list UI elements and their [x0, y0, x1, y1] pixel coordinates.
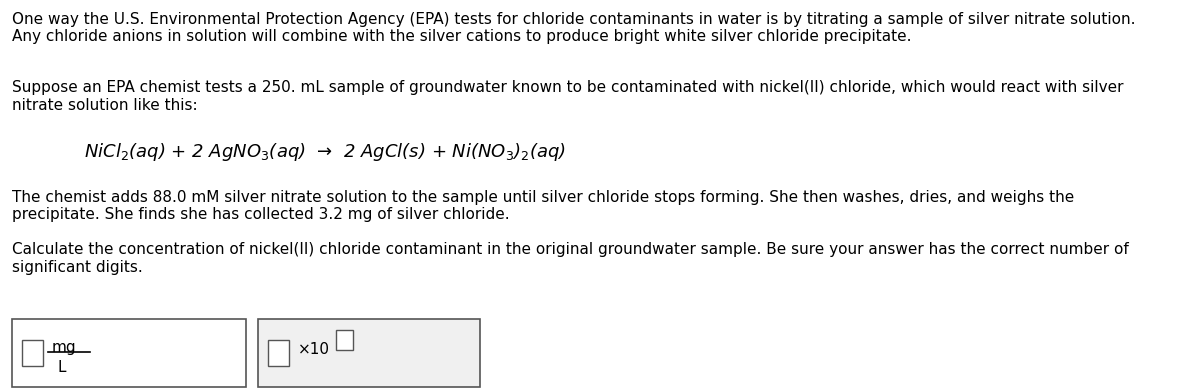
Text: L: L	[58, 360, 66, 375]
Text: NiCl$_2$(aq) + 2 AgNO$_3$(aq)  →  2 AgCl(s) + Ni(NO$_3$)$_2$(aq): NiCl$_2$(aq) + 2 AgNO$_3$(aq) → 2 AgCl(s…	[84, 141, 566, 163]
Text: The chemist adds 88.0 mМ silver nitrate solution to the sample until silver chlo: The chemist adds 88.0 mМ silver nitrate …	[12, 190, 1074, 222]
Text: ×10: ×10	[298, 343, 330, 357]
Text: mg: mg	[52, 340, 77, 355]
Text: Calculate the concentration of nickel(II) chloride contaminant in the original g: Calculate the concentration of nickel(II…	[12, 242, 1129, 275]
Text: Suppose an EPA chemist tests a 250. mL sample of groundwater known to be contami: Suppose an EPA chemist tests a 250. mL s…	[12, 80, 1123, 113]
Text: One way the U.S. Environmental Protection Agency (EPA) tests for chloride contam: One way the U.S. Environmental Protectio…	[12, 12, 1135, 44]
